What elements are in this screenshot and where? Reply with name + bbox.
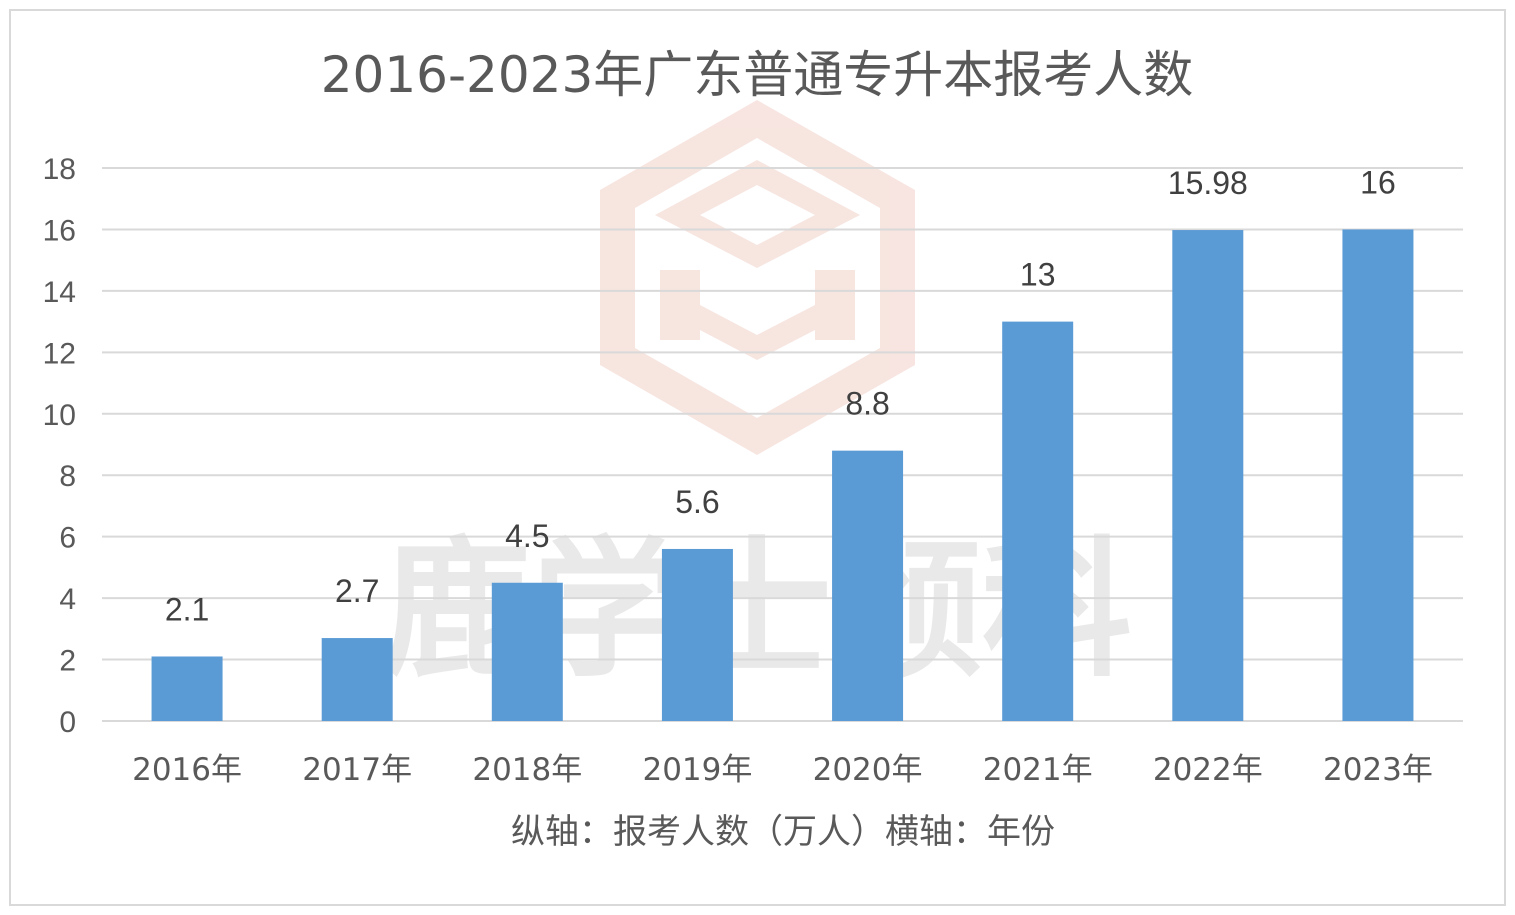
x-axis: 2016年 2017年 2018年 2019年 2020年 2021年 2022年 2023年 — [132, 752, 1433, 788]
x-tick-label: 2023年 — [1323, 752, 1433, 788]
axis-caption: 纵轴：报考人数（万人）横轴：年份 — [511, 812, 1055, 852]
data-label: 2.7 — [335, 573, 379, 609]
y-tick-label: 0 — [59, 706, 76, 739]
data-labels: 2.1 2.7 4.5 5.6 8.8 13 15.98 16 — [165, 164, 1396, 627]
data-label: 5.6 — [675, 484, 719, 520]
data-label: 13 — [1020, 257, 1056, 293]
bar — [151, 656, 223, 721]
bar — [832, 450, 904, 721]
data-label: 15.98 — [1168, 165, 1248, 201]
bar — [321, 638, 393, 721]
y-tick-label: 2 — [59, 645, 76, 678]
y-tick-label: 12 — [43, 337, 76, 370]
chart-title: 2016-2023年广东普通专升本报考人数 — [321, 46, 1194, 104]
watermark-logo — [600, 100, 915, 455]
data-label: 16 — [1360, 164, 1396, 200]
x-tick-label: 2019年 — [642, 752, 752, 788]
bar — [1002, 321, 1074, 721]
y-tick-label: 4 — [59, 583, 76, 616]
y-tick-label: 6 — [59, 522, 76, 555]
bars — [151, 229, 1414, 721]
bar — [1172, 230, 1244, 721]
y-tick-label: 18 — [43, 153, 76, 186]
y-tick-label: 14 — [43, 276, 76, 309]
y-axis: 0 2 4 6 8 10 12 14 16 18 — [43, 153, 76, 739]
y-tick-label: 16 — [43, 214, 76, 247]
bar — [661, 548, 733, 721]
x-tick-label: 2016年 — [132, 752, 242, 788]
x-tick-label: 2017年 — [302, 752, 412, 788]
y-tick-label: 10 — [43, 399, 76, 432]
data-label: 4.5 — [505, 518, 549, 554]
y-tick-label: 8 — [59, 460, 76, 493]
bar — [1342, 229, 1414, 721]
x-tick-label: 2018年 — [472, 752, 582, 788]
data-label: 2.1 — [165, 591, 209, 627]
x-tick-label: 2020年 — [813, 752, 923, 788]
data-label: 8.8 — [845, 386, 889, 422]
x-tick-label: 2022年 — [1153, 752, 1263, 788]
bar — [491, 582, 563, 721]
x-tick-label: 2021年 — [983, 752, 1093, 788]
